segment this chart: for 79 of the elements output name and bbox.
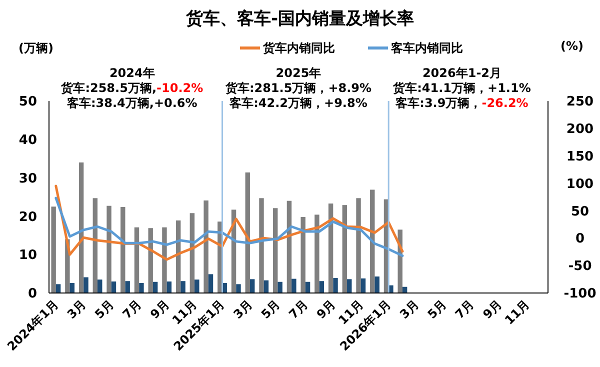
bar: [162, 227, 167, 293]
x-tick-label: 3月: [64, 297, 89, 322]
chart-title: 货车、客车-国内销量及增长率: [184, 9, 414, 29]
x-tick-label: 9月: [480, 297, 505, 322]
bar: [56, 284, 61, 293]
text: 2026年1-2月: [422, 66, 502, 80]
y2-tick-label: 250: [566, 94, 594, 110]
bar: [98, 280, 102, 293]
bar: [152, 282, 158, 293]
y2-tick-label: 200: [566, 122, 594, 137]
x-tick-label: 5月: [258, 297, 283, 322]
x-tick-label: 7月: [452, 297, 477, 322]
bar: [342, 205, 348, 293]
bar: [259, 198, 264, 293]
y-tick-label: 30: [18, 171, 37, 186]
x-tick-label: 3月: [397, 297, 422, 322]
y2-tick-label: 50: [570, 204, 590, 220]
bar: [78, 162, 84, 293]
bar: [347, 279, 352, 293]
bar: [333, 278, 338, 293]
y-axis-title: (万辆): [18, 41, 54, 55]
y2-tick-label: -50: [568, 259, 592, 274]
bar: [374, 276, 380, 293]
bar: [180, 281, 186, 293]
bar: [264, 280, 269, 293]
y2-tick-label: 100: [566, 176, 594, 192]
bar: [305, 282, 310, 293]
annotation: 客车:38.4万辆,+0.6%: [66, 96, 198, 110]
bar: [314, 214, 320, 293]
bar: [272, 208, 278, 293]
x-tick-label: 9月: [148, 297, 172, 322]
bar: [356, 198, 361, 293]
bar: [70, 283, 75, 293]
y2-tick-label: 0: [575, 232, 585, 247]
y2-axis-title: (%): [560, 39, 584, 53]
bar: [166, 281, 172, 293]
bar: [106, 206, 112, 293]
x-tick-label: 9月: [314, 297, 338, 322]
bar: [278, 282, 282, 293]
bar: [300, 216, 306, 293]
y2-tick-label: -100: [564, 286, 596, 302]
bar: [84, 277, 88, 293]
y-tick-label: 50: [18, 94, 37, 110]
y2-tick-label: 150: [566, 149, 594, 164]
bar: [236, 284, 241, 293]
x-tick-label: 3月: [230, 297, 256, 322]
bar: [194, 280, 200, 293]
y-tick-label: 10: [18, 248, 37, 264]
text: 2024年: [109, 66, 155, 80]
x-tick-label: 11月: [502, 297, 532, 328]
annotation: 客车:42.2万辆，+9.8%: [228, 96, 368, 110]
line-series: [54, 196, 404, 257]
bar: [134, 227, 140, 293]
text: 货车:281.5万辆，+8.9%: [224, 81, 372, 95]
text: 货车:41.1万辆，+1.1%: [392, 81, 531, 95]
legend-label: 客车内销同比: [390, 41, 463, 55]
bar: [139, 283, 144, 293]
bar: [208, 274, 214, 293]
bar: [148, 228, 153, 293]
y-tick-label: 40: [18, 132, 37, 148]
text: 货车:258.5万辆,-10.2%: [60, 81, 204, 95]
x-tick-label: 7月: [286, 297, 310, 322]
legend-label: 货车内销同比: [262, 41, 335, 55]
x-tick-label: 5月: [424, 297, 450, 322]
y-tick-label: 20: [18, 210, 37, 225]
bar: [292, 278, 296, 293]
bar: [111, 281, 116, 293]
bar: [204, 200, 208, 293]
bar: [125, 281, 130, 293]
bar: [92, 198, 98, 293]
x-tick-label: 7月: [120, 297, 144, 322]
bar: [250, 279, 255, 293]
bar: [319, 281, 324, 293]
y-tick-label: 0: [28, 286, 37, 302]
x-tick-label: 5月: [92, 297, 116, 322]
text: 2025年: [276, 66, 322, 80]
annotation: 客车:3.9万辆，-26.2%: [394, 96, 528, 110]
bar: [360, 278, 366, 293]
bar: [51, 206, 56, 293]
